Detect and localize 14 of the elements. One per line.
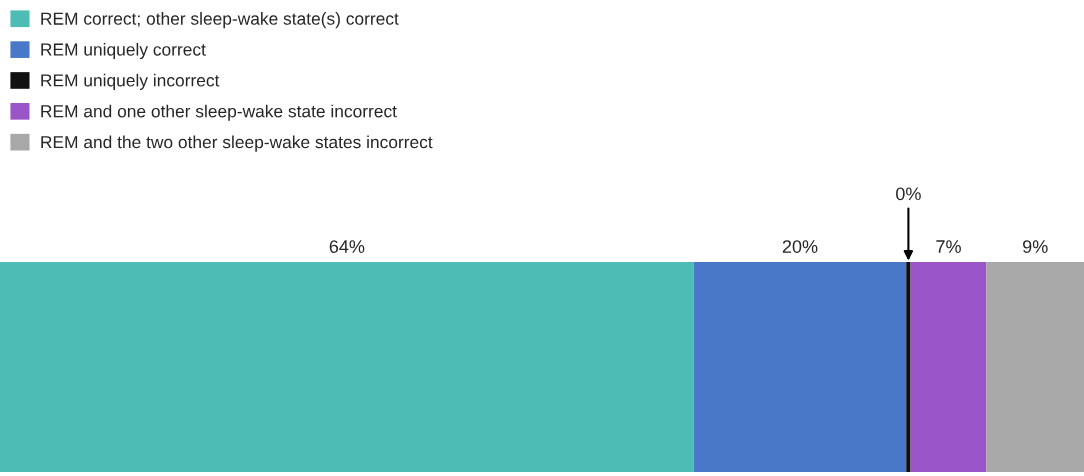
data-label: 0% — [896, 187, 921, 201]
data-label: 7% — [936, 240, 961, 253]
bar — [986, 262, 1084, 472]
bar — [910, 262, 987, 472]
data-label: 9% — [1023, 240, 1048, 253]
bar — [693, 262, 907, 472]
legend-label: REM correct; other sleep-wake state(s) correct — [41, 12, 399, 29]
legend-label: REM and one other sleep-wake state incorrect — [41, 104, 397, 121]
legend-label: REM uniquely incorrect — [41, 73, 220, 90]
data-label: 64% — [329, 240, 365, 253]
legend-label: REM uniquely correct — [41, 42, 206, 60]
bar — [0, 262, 694, 472]
data-label: 20% — [782, 240, 818, 253]
legend-label: REM and the two other sleep-wake states incorrect — [41, 135, 433, 152]
